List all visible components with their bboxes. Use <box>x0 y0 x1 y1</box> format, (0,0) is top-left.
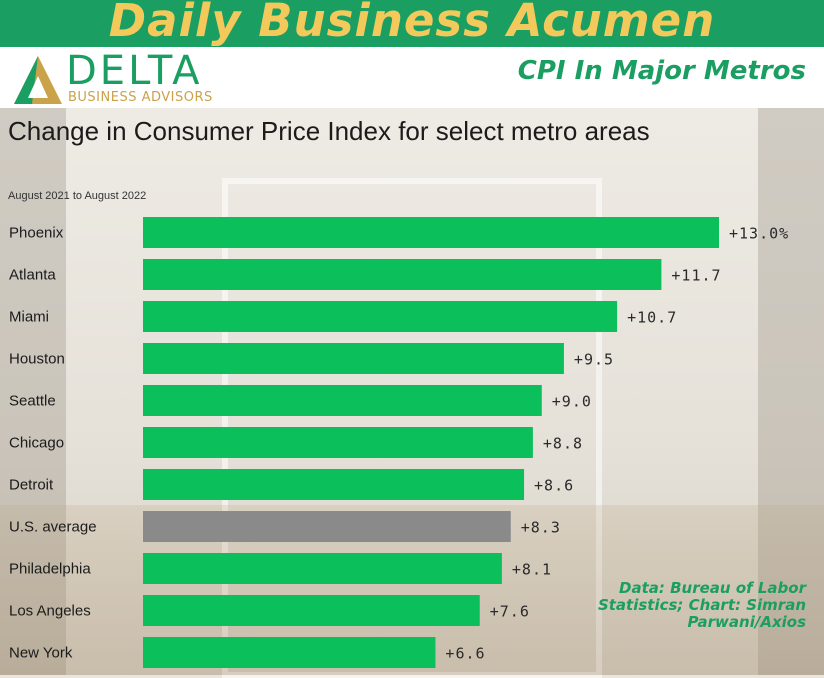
logo-wordmark: DELTA <box>66 48 203 94</box>
bar-detroit <box>143 469 525 500</box>
logo-subtitle: BUSINESS ADVISORS <box>68 90 213 105</box>
bar-new-york <box>143 637 436 668</box>
value-label-los-angeles: +7.6 <box>490 603 530 621</box>
category-label-detroit: Detroit <box>9 477 54 494</box>
chart-subtitle: August 2021 to August 2022 <box>8 190 147 202</box>
category-label-miami: Miami <box>9 309 49 326</box>
bar-seattle <box>143 385 542 416</box>
value-label-detroit: +8.6 <box>534 477 574 495</box>
delta-triangle-icon <box>14 56 62 104</box>
header-subtitle: CPI In Major Metros <box>517 56 806 86</box>
value-label-chicago: +8.8 <box>543 435 583 453</box>
value-label-philadelphia: +8.1 <box>512 561 552 579</box>
value-label-houston: +9.5 <box>574 351 614 369</box>
bar-atlanta <box>143 259 662 290</box>
category-label-los-angeles: Los Angeles <box>9 603 91 620</box>
data-credit: Data: Bureau of Labor Statistics; Chart:… <box>597 579 806 631</box>
bar-chicago <box>143 427 533 458</box>
bar-u-s-average <box>143 511 511 542</box>
category-label-u-s-average: U.S. average <box>9 519 97 536</box>
banner-title: Daily Business Acumen <box>108 0 716 47</box>
category-label-philadelphia: Philadelphia <box>9 561 91 578</box>
category-label-atlanta: Atlanta <box>9 267 56 284</box>
value-label-u-s-average: +8.3 <box>521 519 561 537</box>
top-banner: Daily Business Acumen <box>0 0 824 47</box>
category-label-chicago: Chicago <box>9 435 64 452</box>
category-label-phoenix: Phoenix <box>9 225 64 242</box>
delta-logo: DELTA BUSINESS ADVISORS <box>10 48 230 108</box>
category-label-houston: Houston <box>9 351 65 368</box>
header-bar <box>0 47 824 108</box>
bar-miami <box>143 301 618 332</box>
bar-phoenix <box>143 217 719 248</box>
value-label-phoenix: +13.0% <box>729 225 789 243</box>
chart-title: Change in Consumer Price Index for selec… <box>8 116 650 146</box>
value-label-seattle: +9.0 <box>552 393 592 411</box>
value-label-miami: +10.7 <box>627 309 677 327</box>
bar-philadelphia <box>143 553 502 584</box>
value-label-new-york: +6.6 <box>445 645 485 663</box>
bar-houston <box>143 343 564 374</box>
category-label-new-york: New York <box>9 645 73 662</box>
category-label-seattle: Seattle <box>9 393 56 410</box>
bar-los-angeles <box>143 595 480 626</box>
value-label-atlanta: +11.7 <box>671 267 721 285</box>
